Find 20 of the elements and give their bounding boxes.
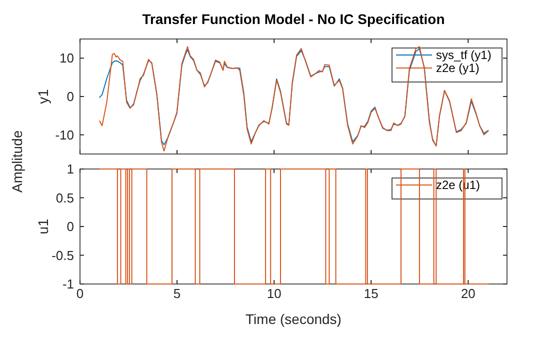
y-tick-label: 0 xyxy=(66,89,74,104)
x-tick-label: 20 xyxy=(460,286,476,301)
y-tick-label: 1 xyxy=(66,162,74,176)
text: Amplitude xyxy=(9,130,25,193)
y-tick-label: -1 xyxy=(62,276,74,292)
y-tick-label: 0 xyxy=(66,219,74,234)
legend-label: sys_tf (y1) xyxy=(436,48,492,62)
legend-label: z2e (y1) xyxy=(436,61,480,75)
y-tick-label: 0.5 xyxy=(56,190,74,206)
x-tick-label: 5 xyxy=(173,286,181,301)
y-tick-label: -0.5 xyxy=(52,248,74,263)
y-tick-label: 10 xyxy=(60,50,74,66)
x-tick-label: 0 xyxy=(76,286,84,301)
x-axis-title: Time (seconds) xyxy=(246,311,342,327)
y-axis-title: y1 xyxy=(35,88,51,104)
y-tick-label: -10 xyxy=(55,127,74,142)
x-tick-label: 15 xyxy=(364,286,378,301)
chart-title: Transfer Function Model - No IC Specification xyxy=(142,11,445,27)
x-tick-label: 10 xyxy=(266,286,282,301)
y-axis-title: u1 xyxy=(35,218,51,234)
